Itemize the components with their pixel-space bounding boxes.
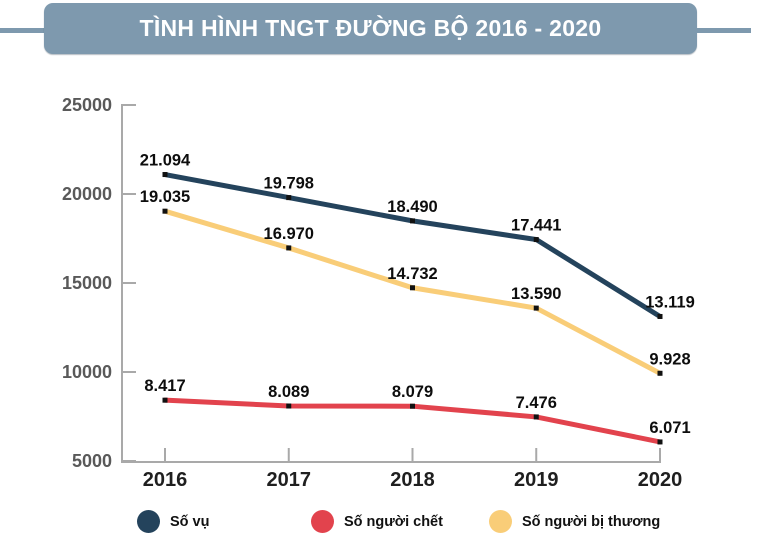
data-label: 21.094: [140, 152, 191, 170]
data-label: 19.035: [140, 188, 190, 206]
x-tick-label: 2019: [514, 469, 559, 491]
y-tick-label: 10000: [62, 362, 112, 382]
title-rule-right: [697, 28, 751, 33]
legend-label: Số vụ: [170, 513, 210, 530]
legend-label: Số người bị thương: [522, 513, 661, 530]
point-marker: [533, 305, 539, 311]
x-tick-label: 2018: [390, 469, 435, 491]
legend-swatch: [311, 510, 334, 533]
point-marker: [162, 208, 168, 214]
data-label: 14.732: [387, 265, 437, 283]
title-bar: TÌNH HÌNH TNGT ĐƯỜNG BỘ 2016 - 2020: [44, 3, 697, 54]
point-marker: [410, 285, 415, 291]
data-label: 8.089: [268, 383, 309, 401]
x-tick-label: 2020: [638, 469, 683, 491]
point-marker: [657, 370, 663, 376]
point-marker: [286, 403, 292, 409]
title-rule-left: [0, 28, 44, 33]
x-tick-label: 2016: [143, 469, 188, 491]
legend-swatch: [137, 510, 160, 533]
point-marker: [162, 397, 168, 403]
data-label: 13.590: [511, 285, 561, 303]
data-label: 7.476: [516, 394, 557, 412]
legend-item-so-nguoi-chet: Số người chết: [311, 510, 443, 533]
point-marker: [286, 245, 292, 251]
data-label: 8.417: [144, 377, 185, 395]
point-marker: [162, 172, 168, 178]
data-label: 13.119: [645, 293, 695, 311]
point-marker: [533, 414, 539, 420]
legend-item-so-nguoi-bi-thuong: Số người bị thương: [489, 510, 660, 533]
data-label: 18.490: [387, 198, 437, 216]
legend-item-so-vu: Số vụ: [137, 510, 209, 533]
data-label: 6.071: [649, 419, 690, 437]
point-marker: [410, 218, 415, 224]
y-tick-label: 5000: [72, 451, 112, 471]
y-tick-label: 25000: [62, 95, 112, 115]
data-label: 16.970: [264, 225, 314, 243]
data-label: 17.441: [511, 217, 561, 235]
series-line: [162, 172, 663, 319]
series-line: [162, 208, 663, 376]
point-marker: [533, 237, 539, 243]
y-tick-label: 20000: [62, 184, 112, 204]
page-title: TÌNH HÌNH TNGT ĐƯỜNG BỘ 2016 - 2020: [139, 15, 602, 41]
legend-label: Số người chết: [344, 513, 443, 530]
legend-swatch: [489, 510, 512, 533]
data-label: 8.079: [392, 383, 433, 401]
data-label: 9.928: [649, 350, 690, 368]
point-marker: [286, 195, 292, 201]
x-tick-label: 2017: [267, 469, 312, 491]
y-tick-label: 15000: [62, 273, 112, 293]
data-label: 19.798: [264, 175, 314, 193]
point-marker: [410, 403, 415, 409]
point-marker: [657, 313, 663, 319]
point-marker: [657, 439, 663, 445]
